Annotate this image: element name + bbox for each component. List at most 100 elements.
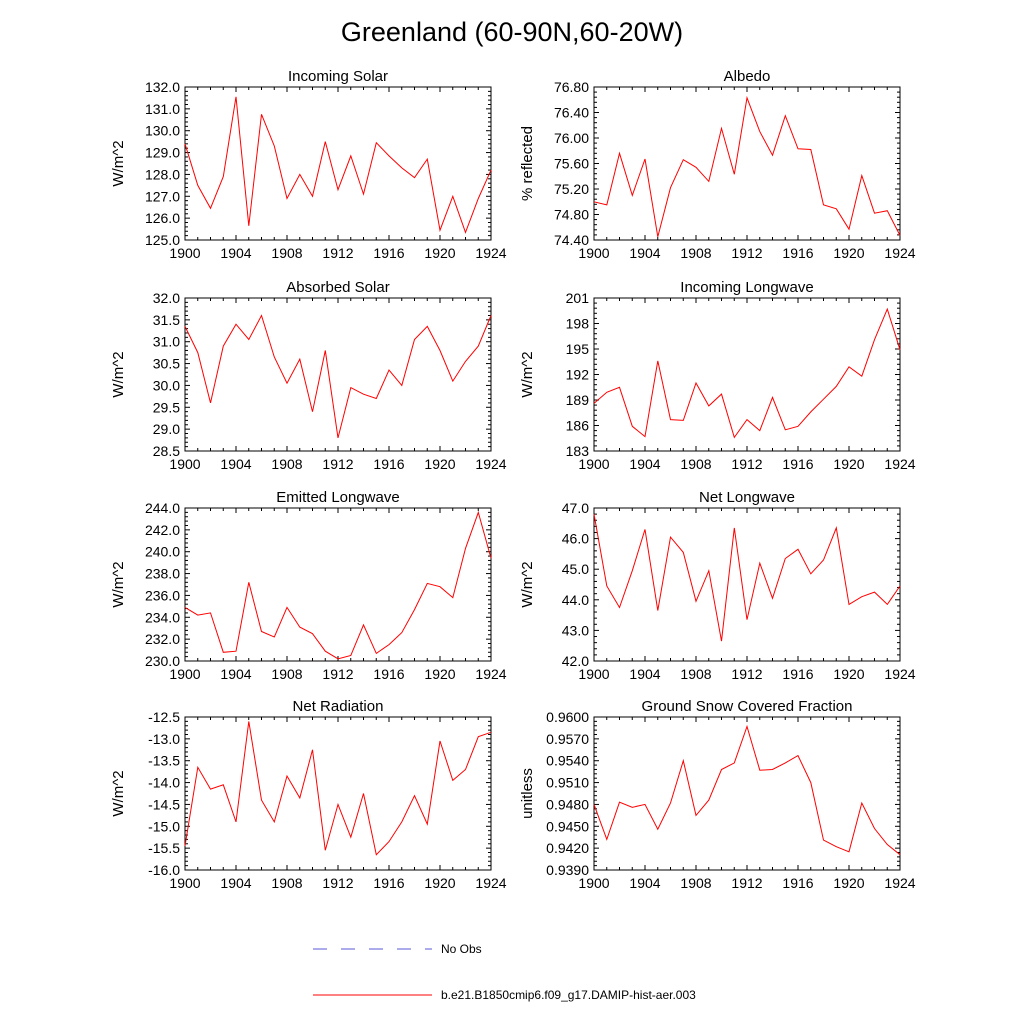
x-axis: 1900 1904 1908 1912 1916 1920 1924 <box>578 87 916 261</box>
y-tick-label: 0.9390 <box>546 862 589 878</box>
x-tick-label: 1900 <box>578 456 609 472</box>
panel-title: Absorbed Solar <box>286 279 389 296</box>
plot-frame <box>593 86 901 241</box>
y-axis: 183 186 189 192 195 198 201 <box>566 290 900 459</box>
x-tick-label: 1924 <box>884 875 915 891</box>
x-tick-label: 1916 <box>373 245 404 261</box>
x-tick-label: 1904 <box>629 456 660 472</box>
x-axis: 1900 1904 1908 1912 1916 1920 1924 <box>578 717 916 891</box>
plot-frame <box>593 716 901 871</box>
y-tick-label: 75.20 <box>554 181 589 197</box>
x-tick-label: 1912 <box>731 456 762 472</box>
y-tick-label: 0.9570 <box>546 731 589 747</box>
y-tick-label: -14.0 <box>148 775 180 791</box>
x-tick-label: 1920 <box>833 875 864 891</box>
x-tick-label: 1920 <box>424 666 455 682</box>
y-tick-label: 232.0 <box>145 631 180 647</box>
x-tick-label: 1900 <box>578 666 609 682</box>
figure-title: Greenland (60-90N,60-20W) <box>341 17 683 47</box>
x-axis: 1900 1904 1908 1912 1916 1920 1924 <box>169 717 507 891</box>
y-tick-label: 0.9420 <box>546 840 589 856</box>
panel-ground-snow-covered-fraction: Ground Snow Covered Fraction unitless 1900… <box>519 698 916 891</box>
y-tick-label: 44.0 <box>562 592 589 608</box>
x-tick-label: 1924 <box>475 875 506 891</box>
panel-net-longwave: Net Longwave W/m^2 1900 1904 1908 1912 1916 192… <box>519 489 916 682</box>
x-axis: 1900 1904 1908 1912 1916 1920 1924 <box>578 298 916 472</box>
y-tick-label: -13.5 <box>148 753 180 769</box>
y-tick-label: 0.9450 <box>546 818 589 834</box>
x-tick-label: 1900 <box>169 875 200 891</box>
y-tick-label: 240.0 <box>145 544 180 560</box>
x-tick-label: 1916 <box>782 245 813 261</box>
x-tick-label: 1908 <box>271 245 302 261</box>
plot-frame <box>593 297 901 452</box>
y-tick-label: 183 <box>566 443 590 459</box>
x-tick-label: 1924 <box>475 456 506 472</box>
panel-title: Net Radiation <box>293 698 384 715</box>
y-tick-label: 28.5 <box>153 443 180 459</box>
x-tick-label: 1904 <box>629 875 660 891</box>
x-axis: 1900 1904 1908 1912 1916 1920 1924 <box>169 87 507 261</box>
x-tick-label: 1908 <box>680 875 711 891</box>
y-tick-label: 195 <box>566 341 590 357</box>
x-tick-label: 1912 <box>322 245 353 261</box>
y-tick-label: 46.0 <box>562 531 589 547</box>
x-tick-label: 1904 <box>220 245 251 261</box>
x-tick-label: 1920 <box>833 666 864 682</box>
x-tick-label: 1924 <box>884 666 915 682</box>
y-tick-label: -13.0 <box>148 731 180 747</box>
series-line <box>593 307 901 439</box>
series-line <box>593 514 901 642</box>
y-tick-label: -12.5 <box>148 709 180 725</box>
y-axis: 230.0 232.0 234.0 236.0 238.0 240.0 242.0 244.0 <box>145 500 491 669</box>
x-tick-label: 1908 <box>271 666 302 682</box>
x-tick-label: 1924 <box>475 666 506 682</box>
y-tick-label: 0.9510 <box>546 775 589 791</box>
y-tick-label: 76.80 <box>554 79 589 95</box>
plot-frame <box>184 507 492 662</box>
y-tick-label: -16.0 <box>148 862 180 878</box>
legend-no-obs-label: No Obs <box>441 942 482 956</box>
panel-title: Net Longwave <box>699 489 795 506</box>
x-tick-label: 1916 <box>782 875 813 891</box>
y-tick-label: 132.0 <box>145 79 180 95</box>
y-tick-label: 30.0 <box>153 377 180 393</box>
x-axis: 1900 1904 1908 1912 1916 1920 1924 <box>169 298 507 472</box>
x-tick-label: 1912 <box>322 666 353 682</box>
legend-model-label: b.e21.B1850cmip6.f09_g17.DAMIP-hist-aer.… <box>441 988 696 1002</box>
y-tick-label: 74.40 <box>554 232 589 248</box>
y-tick-label: 129.0 <box>145 145 180 161</box>
y-tick-label: 47.0 <box>562 500 589 516</box>
y-axis-label: W/m^2 <box>519 351 536 397</box>
x-tick-label: 1916 <box>373 666 404 682</box>
y-tick-label: 31.0 <box>153 334 180 350</box>
y-axis-label: W/m^2 <box>110 140 127 186</box>
y-axis: 28.5 29.0 29.5 30.0 30.5 31.0 31.5 32.0 <box>153 290 491 459</box>
y-tick-label: 42.0 <box>562 653 589 669</box>
y-tick-label: 192 <box>566 367 590 383</box>
y-tick-label: 43.0 <box>562 622 589 638</box>
x-tick-label: 1920 <box>833 245 864 261</box>
x-tick-label: 1900 <box>578 245 609 261</box>
y-tick-label: 126.0 <box>145 210 180 226</box>
series-line <box>184 721 492 856</box>
y-axis-label: W/m^2 <box>110 351 127 397</box>
y-tick-label: 74.80 <box>554 207 589 223</box>
x-tick-label: 1904 <box>629 666 660 682</box>
series-line <box>184 314 492 439</box>
y-tick-label: 127.0 <box>145 188 180 204</box>
x-tick-label: 1900 <box>169 245 200 261</box>
series-line <box>184 96 492 234</box>
x-tick-label: 1920 <box>424 245 455 261</box>
x-tick-label: 1912 <box>322 875 353 891</box>
panel-albedo: Albedo % reflected 1900 1904 1908 1912 1916 192… <box>519 68 916 261</box>
y-axis: -16.0 -15.5 -15.0 -14.5 -14.0 -13.5 -13.0 -12.5 <box>148 709 491 878</box>
y-axis-label: % reflected <box>519 126 536 201</box>
panel-title: Incoming Longwave <box>680 279 813 296</box>
y-axis-label: unitless <box>519 768 536 819</box>
x-tick-label: 1920 <box>424 875 455 891</box>
x-tick-label: 1900 <box>578 875 609 891</box>
